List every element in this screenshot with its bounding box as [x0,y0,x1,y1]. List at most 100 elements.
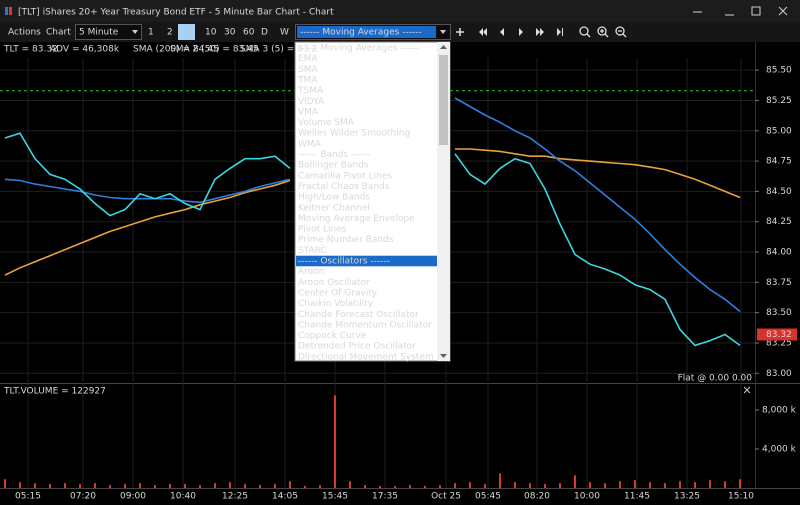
volume-bar [289,481,291,488]
fast-forward-button[interactable] [536,28,544,36]
back-button[interactable] [500,28,504,36]
period-button[interactable]: 10 [205,28,217,38]
volume-bar [94,483,96,488]
volume-bar [34,483,36,488]
dropdown-item[interactable]: VMA [298,107,319,117]
volume-bar [79,484,81,488]
dropdown-item[interactable]: Coppock Curve [298,331,367,341]
volume-bar [484,484,486,488]
close-button[interactable] [778,6,788,16]
volume-bar [469,482,471,488]
last-price-label: 83.32 [766,330,792,340]
legend-entry: SMA 2 (50) = 83.45 [170,45,259,55]
playback-controls [479,28,563,36]
dropdown-item[interactable]: Directional Movement System [298,352,434,362]
dropdown-item[interactable]: Welles Wilder Smoothing [298,129,410,139]
study-select-highlight [297,26,436,38]
dropdown-item[interactable]: ------ Moving Averages ------ [298,44,420,54]
dropdown-item[interactable]: TSMA [297,86,324,96]
volume-bar [64,483,66,488]
legend-adv: ADV = 46,308k [50,45,120,55]
dropdown-item[interactable]: Detrended Price Oscillator [298,342,416,352]
y-tick-label: 83.25 [766,338,792,348]
dropdown-item[interactable]: ------ Bands ------ [298,150,371,160]
period-button[interactable]: D [261,28,268,38]
dropdown-item[interactable]: Moving Average Envelope [298,214,415,224]
dropdown-item[interactable]: Fractal Chaos Bands [298,182,390,192]
dropdown-item[interactable]: High/Low Bands [298,193,370,203]
maximize-button[interactable] [751,6,761,16]
volume-bar [139,483,141,488]
volume-bar [739,479,741,488]
window-controls [693,6,788,16]
scrollbar-thumb[interactable] [439,55,448,145]
legend-price: TLT = 83.32 [3,45,58,55]
period-button[interactable]: 1 [148,28,154,38]
dropdown-item[interactable]: TMA [297,75,318,85]
active-period-button[interactable] [178,24,195,40]
app-icon [9,7,12,15]
end-button[interactable] [557,28,563,36]
dropdown-item[interactable]: Chande Momentum Oscillator [298,320,432,330]
volume-bar [439,485,441,488]
volume-bar [109,485,111,488]
volume-bar [529,483,531,488]
close-panel-button[interactable] [743,386,751,394]
volume-bar [4,479,6,488]
forward-button[interactable] [519,28,523,36]
x-tick-label: 12:25 [222,492,248,502]
chart-menu[interactable]: Chart [46,28,71,38]
zoom-in-button[interactable] [597,26,609,38]
volume-bar [409,485,411,488]
dropdown-list [294,41,451,362]
volume-bar [124,484,126,488]
interval-select[interactable] [75,24,142,40]
scroll-up[interactable] [440,45,447,49]
dropdown-item[interactable]: Camarilla Pivot Lines [298,171,392,181]
y-tick-label: 83.75 [766,278,792,288]
dropdown-item[interactable]: Volume SMA [298,118,355,128]
dropdown-item[interactable]: Aroon Oscillator [298,278,370,288]
dropdown-item[interactable]: Chande Forecast Oscillator [298,310,419,320]
dropdown-item[interactable]: Center Of Gravity [298,288,378,298]
volume-bar [544,484,546,488]
dropdown-item[interactable]: STARC [298,246,327,256]
dropdown-item[interactable]: ------ Oscillators ------ [298,257,390,267]
period-button[interactable]: 2 [167,28,173,38]
dropdown-item[interactable]: EMA [298,54,318,64]
dropdown-item[interactable]: Keltner Channel [298,203,370,213]
indicator-line [4,97,741,313]
x-tick-label: 17:35 [372,492,398,502]
dropdown-item[interactable]: Chaikin Volatility [298,299,374,309]
y-tick-label: 84.50 [766,187,792,197]
add-button[interactable] [456,28,464,36]
volume-bar [274,484,276,488]
dropdown-item[interactable]: SMA [298,65,318,75]
period-button[interactable]: W [280,28,289,38]
period-button[interactable]: 30 [224,28,236,38]
y-tick-label: 83.00 [766,369,792,379]
period-button[interactable]: 60 [243,28,255,38]
volume-bar [394,486,396,488]
volume-bar [454,483,456,488]
zoom-fit-button[interactable] [579,26,591,38]
dropdown-item[interactable]: Pivot Lines [298,225,347,235]
dropdown-item[interactable]: Aroon [298,267,324,277]
volume-bar [424,486,426,488]
position-status: Flat @ 0.00 0.00 [678,374,753,384]
dropdown-item[interactable]: WMA [298,139,322,149]
dropdown-item[interactable]: VIDYA [298,97,325,107]
dropdown-item[interactable]: Prime Number Bands [298,235,394,245]
y-tick-label: 83.50 [766,308,792,318]
volume-bar [349,481,351,488]
legend-entry: SMA (200) = 84.45 [133,45,219,55]
indicator-line [4,148,741,276]
volume-bar [379,486,381,488]
dropdown-item[interactable]: Bollinger Bands [298,161,369,171]
scroll-down[interactable] [440,354,447,358]
volume-bar [649,482,651,488]
rewind-button[interactable] [479,28,487,36]
actions-menu[interactable]: Actions [8,28,41,38]
x-tick-label: 10:40 [170,492,196,502]
zoom-out-button[interactable] [615,26,627,38]
